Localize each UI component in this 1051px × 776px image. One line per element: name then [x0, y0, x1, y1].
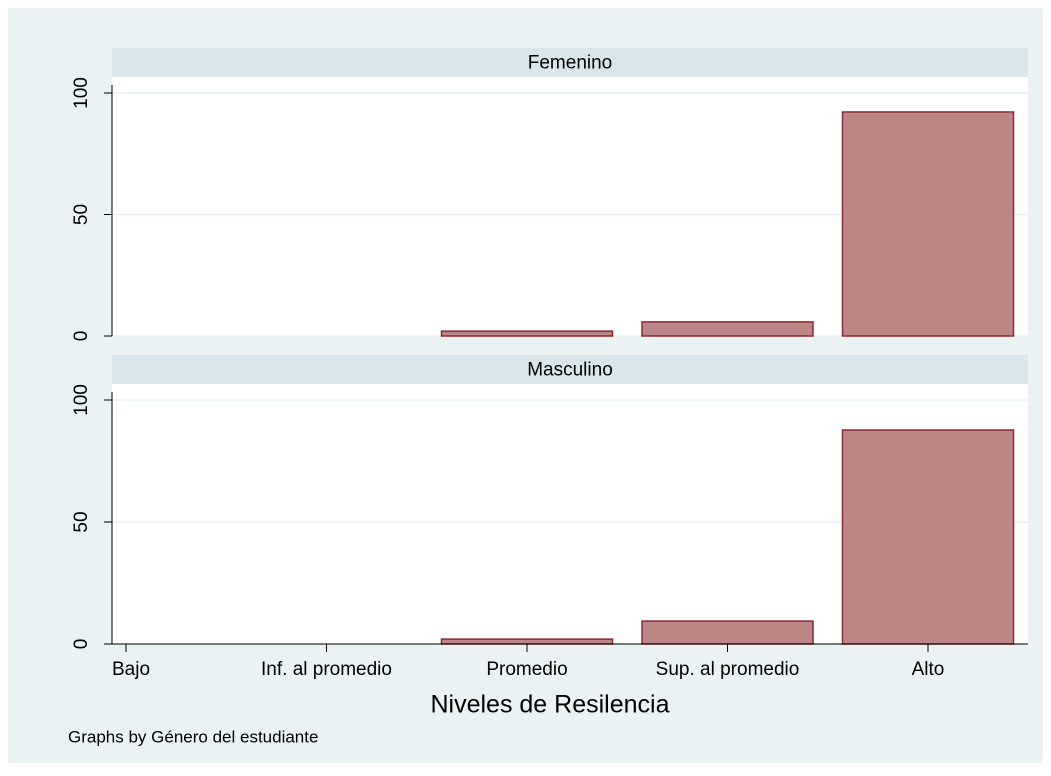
x-tick-label: Alto: [912, 659, 945, 680]
bar: [440, 330, 614, 337]
x-tick-label: Sup. al promedio: [656, 659, 800, 680]
bar: [440, 638, 614, 645]
bar: [641, 620, 814, 645]
panel-strip: [112, 355, 1028, 384]
y-tick-label: 0: [71, 331, 92, 342]
bar: [641, 321, 814, 337]
note: Graphs by Género del estudiante: [68, 727, 318, 746]
x-tick-label: Bajo: [112, 659, 150, 680]
panel-title: Masculino: [527, 360, 613, 381]
y-tick-label: 50: [71, 204, 92, 225]
x-tick-label: Promedio: [486, 659, 567, 680]
bar: [841, 111, 1015, 337]
x-tick-label: Inf. al promedio: [261, 659, 392, 680]
bar: [841, 429, 1015, 645]
y-tick-label: 0: [71, 639, 92, 650]
y-tick-label: 50: [71, 511, 92, 532]
panel-title: Femenino: [528, 53, 613, 74]
y-tick-label: 100: [71, 77, 92, 109]
x-axis-title: Niveles de Resilencia: [430, 691, 669, 719]
panel-strip: [112, 48, 1028, 77]
y-tick-label: 100: [71, 384, 92, 416]
